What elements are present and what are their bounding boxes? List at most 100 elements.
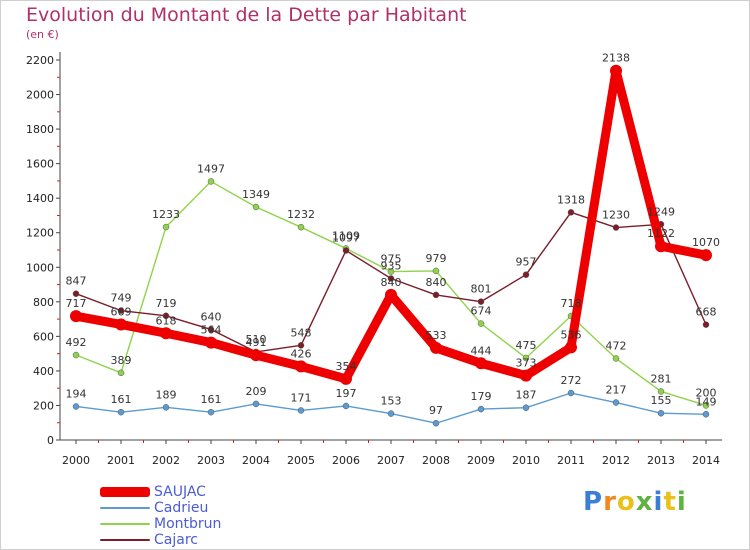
data-point-montbrun	[432, 267, 440, 275]
x-tick-label: 2014	[692, 454, 720, 467]
data-point-cadrieu	[342, 402, 350, 410]
data-label-cajarc: 840	[426, 276, 447, 289]
x-tick-label: 2005	[287, 454, 315, 467]
legend-label: SAUJAC	[154, 484, 206, 500]
data-point-saujac	[475, 357, 487, 370]
x-tick-label: 2003	[197, 454, 225, 467]
data-label-cajarc: 1097	[332, 232, 360, 245]
data-point-montbrun	[207, 178, 215, 185]
data-label-saujac: 564	[201, 324, 222, 337]
logo-letter: o	[616, 487, 636, 517]
data-label-saujac: 373	[516, 357, 537, 370]
data-point-cajarc	[387, 275, 395, 282]
data-label-montbrun: 674	[471, 305, 492, 318]
data-label-cajarc: 719	[156, 297, 177, 310]
data-point-saujac	[430, 341, 442, 354]
y-tick-label: 1800	[26, 123, 54, 136]
x-tick-label: 2001	[107, 454, 135, 467]
data-label-saujac: 1070	[692, 236, 720, 249]
legend-swatch	[100, 507, 150, 509]
data-point-cadrieu	[252, 400, 260, 408]
data-label-saujac: 2138	[602, 52, 630, 65]
data-point-cadrieu	[207, 408, 215, 416]
legend-swatch	[100, 523, 150, 525]
data-point-cajarc	[522, 271, 530, 278]
x-tick-label: 2012	[602, 454, 630, 467]
data-point-saujac	[385, 288, 397, 301]
data-point-cajarc	[612, 224, 620, 231]
y-tick-label: 1600	[26, 158, 54, 171]
data-point-cajarc	[72, 290, 80, 297]
legend-label: Cajarc	[154, 532, 198, 548]
data-label-saujac: 618	[156, 314, 177, 327]
data-label-saujac: 533	[426, 329, 447, 342]
data-label-montbrun: 718	[561, 297, 582, 310]
y-tick-label: 1400	[26, 192, 54, 205]
data-label-cadrieu: 153	[381, 395, 402, 408]
data-label-cadrieu: 272	[561, 374, 582, 387]
data-label-cajarc: 801	[471, 283, 492, 296]
data-point-cadrieu	[117, 408, 125, 416]
data-label-cajarc: 749	[111, 292, 132, 305]
data-label-montbrun: 975	[381, 253, 402, 266]
data-point-montbrun	[522, 354, 530, 362]
data-label-cadrieu: 149	[696, 395, 717, 408]
y-tick-label: 0	[47, 434, 54, 447]
data-label-cajarc: 668	[696, 306, 717, 319]
data-label-montbrun: 475	[516, 339, 537, 352]
logo-letter: i	[676, 487, 687, 517]
data-label-cadrieu: 155	[651, 394, 672, 407]
x-tick-label: 2006	[332, 454, 360, 467]
data-label-saujac: 717	[66, 297, 87, 310]
data-label-saujac: 354	[336, 360, 357, 373]
legend-swatch	[100, 539, 150, 541]
data-point-cajarc	[297, 342, 305, 349]
data-label-cajarc: 957	[516, 256, 537, 269]
data-point-saujac	[205, 336, 217, 349]
data-label-montbrun: 389	[111, 354, 132, 367]
data-label-cadrieu: 97	[429, 404, 443, 417]
data-label-montbrun: 1349	[242, 188, 270, 201]
data-point-cadrieu	[657, 409, 665, 417]
data-point-montbrun	[72, 351, 80, 359]
data-point-montbrun	[702, 402, 710, 409]
data-label-montbrun: 200	[696, 386, 717, 399]
y-tick-label: 400	[33, 365, 54, 378]
data-point-cadrieu	[567, 389, 575, 397]
x-tick-label: 2011	[557, 454, 585, 467]
data-point-cajarc	[117, 307, 125, 314]
y-tick-label: 2000	[26, 89, 54, 102]
data-point-montbrun	[477, 320, 485, 327]
data-point-montbrun	[657, 388, 665, 395]
data-label-montbrun: 1232	[287, 208, 315, 221]
y-tick-label: 1200	[26, 227, 54, 240]
data-label-saujac: 491	[246, 336, 267, 349]
data-point-cajarc	[477, 298, 485, 305]
y-tick-label: 1000	[26, 261, 54, 274]
data-point-cadrieu	[702, 411, 710, 418]
data-point-cajarc	[702, 321, 710, 328]
x-tick-label: 2008	[422, 454, 450, 467]
data-label-cadrieu: 179	[471, 390, 492, 403]
data-label-cajarc: 510	[246, 333, 267, 346]
logo-letter: i	[653, 487, 664, 517]
proxiti-logo: Proxiti	[583, 487, 687, 517]
data-point-cajarc	[567, 209, 575, 216]
data-point-cajarc	[342, 247, 350, 254]
data-label-montbrun: 281	[651, 372, 672, 385]
data-label-montbrun: 979	[426, 252, 447, 265]
data-label-cadrieu: 189	[156, 388, 177, 401]
data-point-cajarc	[162, 312, 170, 320]
data-label-cajarc: 640	[201, 310, 222, 323]
logo-letter: P	[583, 487, 604, 517]
legend-label: Montbrun	[154, 516, 222, 532]
legend-item-saujac: SAUJAC	[100, 485, 206, 499]
data-point-cadrieu	[522, 404, 530, 411]
data-point-cajarc	[207, 326, 215, 333]
data-label-saujac: 536	[561, 328, 582, 341]
data-label-saujac: 426	[291, 347, 312, 360]
data-point-saujac	[250, 349, 262, 362]
data-label-cajarc: 847	[66, 275, 87, 288]
legend-item-montbrun: Montbrun	[100, 517, 221, 531]
